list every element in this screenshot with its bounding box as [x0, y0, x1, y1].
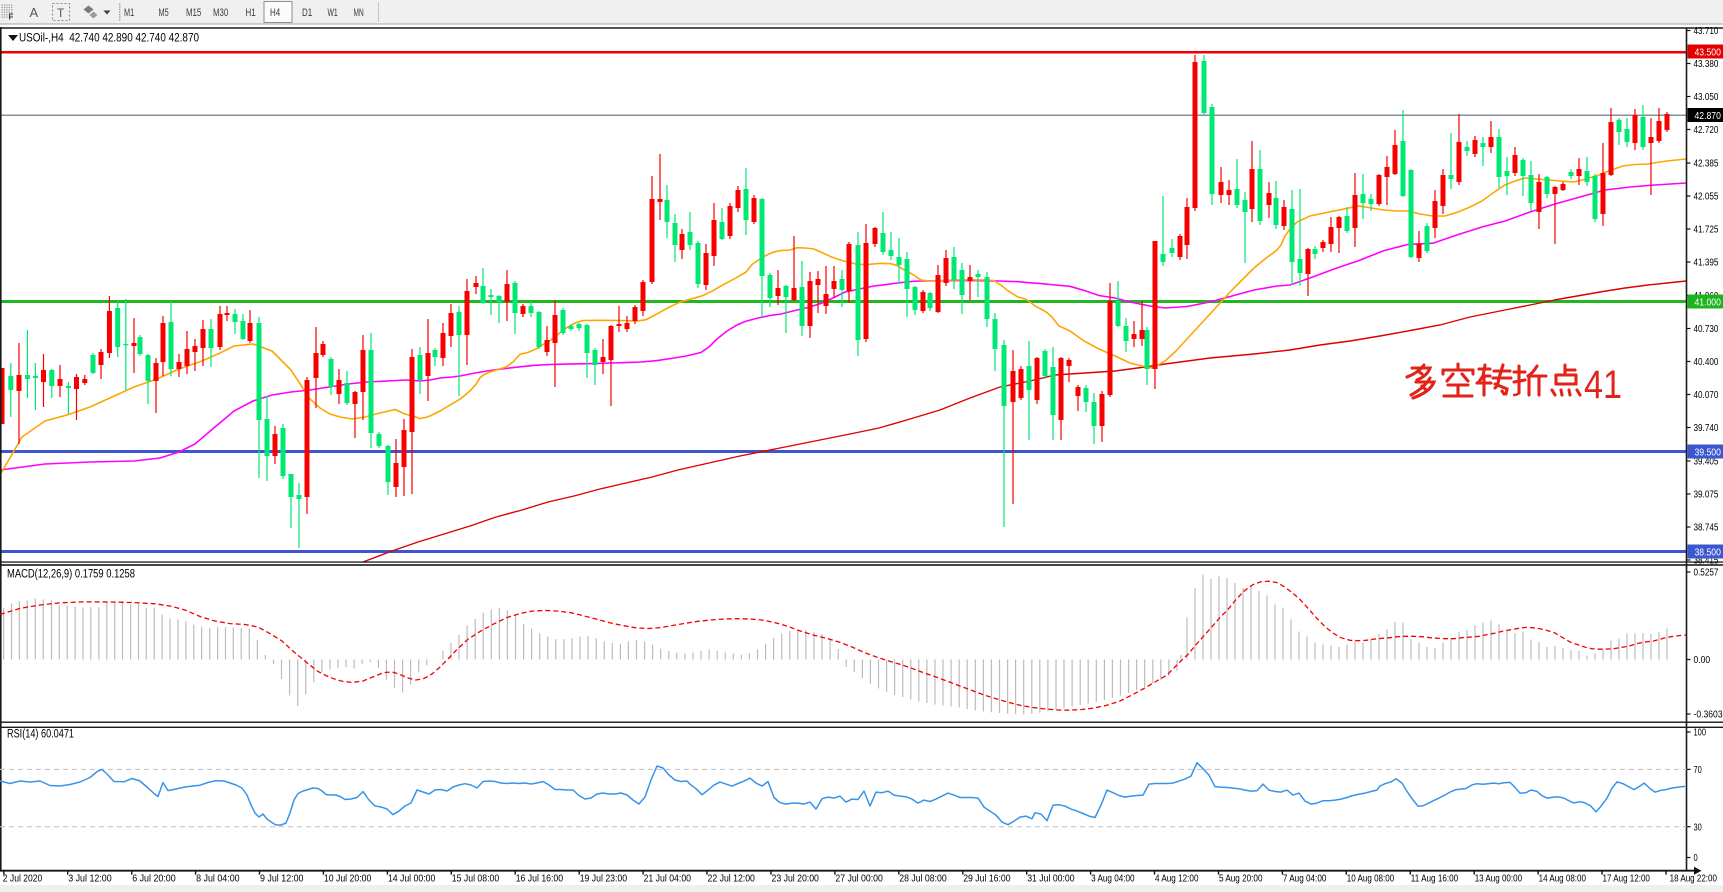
svg-text:MN: MN — [354, 7, 364, 19]
svg-text:38.415: 38.415 — [1694, 556, 1719, 567]
svg-text:70: 70 — [1694, 765, 1703, 776]
svg-text:6 Jul 20:00: 6 Jul 20:00 — [132, 873, 176, 885]
svg-text:39.740: 39.740 — [1694, 423, 1719, 434]
svg-text:0.00: 0.00 — [1694, 655, 1711, 666]
svg-text:16 Jul 16:00: 16 Jul 16:00 — [516, 873, 564, 885]
svg-text:H4: H4 — [270, 7, 280, 19]
svg-text:19 Jul 23:00: 19 Jul 23:00 — [580, 873, 628, 885]
svg-text:18 Aug 22:00: 18 Aug 22:00 — [1670, 873, 1718, 885]
svg-text:43.050: 43.050 — [1694, 92, 1719, 103]
svg-text:40.070: 40.070 — [1694, 390, 1719, 401]
svg-text:M30: M30 — [213, 7, 228, 19]
svg-text:W1: W1 — [328, 7, 338, 19]
svg-text:15 Jul 08:00: 15 Jul 08:00 — [452, 873, 500, 885]
svg-text:9 Jul 12:00: 9 Jul 12:00 — [260, 873, 304, 885]
svg-text:40.400: 40.400 — [1694, 357, 1719, 368]
svg-text:11 Aug 16:00: 11 Aug 16:00 — [1411, 873, 1459, 885]
svg-text:31 Jul 00:00: 31 Jul 00:00 — [1027, 873, 1075, 885]
svg-text:5 Aug 20:00: 5 Aug 20:00 — [1219, 873, 1263, 885]
svg-text:M15: M15 — [186, 7, 201, 19]
svg-text:13 Aug 00:00: 13 Aug 00:00 — [1475, 873, 1523, 885]
svg-text:38.745: 38.745 — [1694, 523, 1719, 534]
svg-text:0: 0 — [1694, 853, 1699, 864]
svg-text:38.500: 38.500 — [1695, 546, 1722, 558]
svg-text:41.395: 41.395 — [1694, 258, 1719, 269]
svg-text:27 Jul 00:00: 27 Jul 00:00 — [835, 873, 883, 885]
svg-text:30: 30 — [1694, 822, 1703, 833]
svg-text:22 Jul 12:00: 22 Jul 12:00 — [708, 873, 756, 885]
svg-text:RSI(14) 60.0471: RSI(14) 60.0471 — [7, 729, 74, 741]
svg-text:F: F — [9, 13, 14, 22]
svg-text:21 Jul 04:00: 21 Jul 04:00 — [644, 873, 692, 885]
svg-text:41.725: 41.725 — [1694, 225, 1719, 236]
svg-text:28 Jul 08:00: 28 Jul 08:00 — [899, 873, 947, 885]
svg-text:43.710: 43.710 — [1694, 26, 1719, 37]
svg-text:M5: M5 — [159, 7, 169, 19]
svg-text:41.000: 41.000 — [1695, 296, 1722, 308]
svg-text:7 Aug 04:00: 7 Aug 04:00 — [1283, 873, 1327, 885]
svg-text:43.500: 43.500 — [1695, 46, 1722, 58]
svg-text:39.075: 39.075 — [1694, 490, 1719, 501]
svg-text:17 Aug 12:00: 17 Aug 12:00 — [1603, 873, 1651, 885]
svg-text:42.870: 42.870 — [1695, 110, 1722, 122]
svg-text:2 Jul 2020: 2 Jul 2020 — [3, 873, 43, 885]
svg-text:H1: H1 — [246, 7, 256, 19]
svg-text:42.720: 42.720 — [1694, 125, 1719, 136]
svg-text:3 Aug 04:00: 3 Aug 04:00 — [1091, 873, 1135, 885]
svg-text:T: T — [57, 6, 65, 20]
svg-text:USOil-,H4 42.740 42.890 42.74: USOil-,H4 42.740 42.890 42.740 42.870 — [19, 33, 199, 45]
svg-text:10 Jul 20:00: 10 Jul 20:00 — [324, 873, 372, 885]
svg-text:14 Aug 08:00: 14 Aug 08:00 — [1539, 873, 1587, 885]
svg-text:41: 41 — [1584, 363, 1622, 407]
svg-text:40.730: 40.730 — [1694, 324, 1719, 335]
svg-text:23 Jul 20:00: 23 Jul 20:00 — [772, 873, 820, 885]
svg-text:3 Jul 12:00: 3 Jul 12:00 — [68, 873, 112, 885]
svg-text:100: 100 — [1694, 728, 1707, 739]
svg-text:10 Aug 08:00: 10 Aug 08:00 — [1347, 873, 1395, 885]
svg-text:43.380: 43.380 — [1694, 59, 1719, 70]
svg-text:4 Aug 12:00: 4 Aug 12:00 — [1155, 873, 1199, 885]
svg-text:39.500: 39.500 — [1695, 446, 1722, 458]
svg-text:42.055: 42.055 — [1694, 192, 1719, 203]
svg-text:D1: D1 — [302, 7, 312, 19]
svg-text:A: A — [30, 5, 39, 20]
svg-text:8 Jul 04:00: 8 Jul 04:00 — [196, 873, 240, 885]
svg-text:-0.3603: -0.3603 — [1694, 710, 1723, 721]
svg-text:42.385: 42.385 — [1694, 159, 1719, 170]
svg-text:MACD(12,26,9) 0.1759 0.1258: MACD(12,26,9) 0.1759 0.1258 — [7, 569, 135, 581]
svg-text:14 Jul 00:00: 14 Jul 00:00 — [388, 873, 436, 885]
svg-text:0.5257: 0.5257 — [1694, 568, 1719, 579]
svg-text:29 Jul 16:00: 29 Jul 16:00 — [963, 873, 1011, 885]
svg-text:39.405: 39.405 — [1694, 457, 1719, 468]
svg-text:M1: M1 — [124, 7, 134, 19]
